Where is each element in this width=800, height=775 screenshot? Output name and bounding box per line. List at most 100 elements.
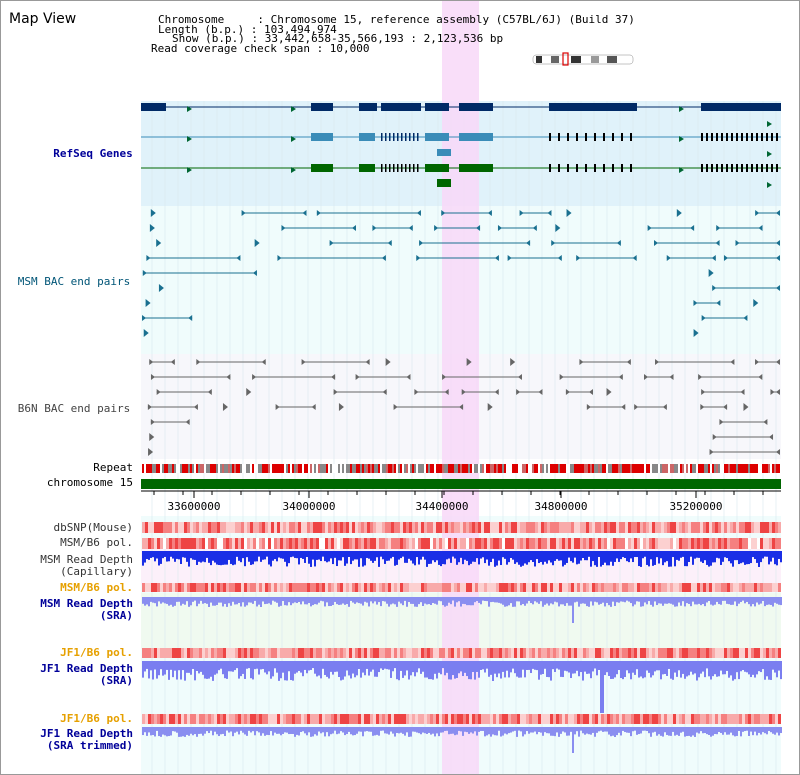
info-length: Length (b.p.) : 103,494,974	[158, 23, 337, 36]
read-depth-bar	[472, 727, 474, 734]
read-depth-bar	[566, 597, 568, 604]
polymorphism-cell	[712, 538, 715, 549]
read-depth-bar	[372, 551, 374, 563]
polymorphism-cell	[646, 648, 649, 658]
read-depth-bar	[404, 727, 406, 736]
read-depth-bar	[196, 661, 198, 671]
read-depth-bar	[270, 597, 272, 605]
read-depth-bar	[570, 551, 572, 562]
read-depth-bar	[376, 661, 378, 677]
read-depth-bar	[598, 661, 600, 671]
polymorphism-cell	[163, 538, 166, 549]
read-depth-bar	[536, 551, 538, 560]
repeat-element	[558, 464, 560, 473]
polymorphism-cell	[535, 648, 538, 658]
read-depth-bar	[226, 727, 228, 731]
read-depth-bar	[672, 727, 674, 732]
read-depth-bar	[444, 727, 446, 731]
chromosome-ideogram[interactable]	[532, 52, 634, 66]
polymorphism-cell	[580, 538, 583, 549]
repeat-element	[478, 464, 480, 473]
polymorphism-cell	[679, 648, 682, 658]
read-depth-bar	[690, 727, 692, 737]
track-label-refseq[interactable]: RefSeq Genes	[53, 147, 133, 160]
read-depth-bar	[328, 551, 330, 562]
polymorphism-cell	[655, 583, 658, 592]
polymorphism-cell	[268, 648, 271, 658]
polymorphism-cell	[163, 648, 166, 658]
polymorphism-cell	[589, 538, 592, 549]
read-depth-bar	[314, 727, 316, 735]
read-depth-bar	[476, 727, 478, 736]
read-depth-bar	[442, 597, 444, 606]
read-depth-bar	[498, 551, 500, 561]
polymorphism-cell	[568, 583, 571, 592]
read-depth-bar	[668, 551, 670, 567]
gene-exon	[594, 133, 596, 141]
polymorphism-cell	[598, 714, 601, 724]
polymorphism-cell	[589, 714, 592, 724]
read-depth-bar	[676, 551, 678, 560]
bac-end-marker	[316, 210, 321, 216]
polymorphism-cell	[376, 583, 379, 592]
read-depth-bar	[190, 597, 192, 606]
polymorphism-cell	[190, 522, 193, 533]
polymorphism-cell	[358, 583, 361, 592]
read-depth-bar	[198, 661, 200, 674]
read-depth-bar	[196, 727, 198, 737]
axis-tick-label: 34000000	[283, 500, 336, 513]
repeat-element	[214, 464, 216, 473]
repeat-element	[356, 464, 358, 473]
polymorphism-cell	[565, 648, 568, 658]
read-depth-bar	[760, 597, 762, 604]
polymorphism-cell	[706, 583, 709, 592]
read-depth-bar	[758, 551, 760, 567]
read-depth-bar	[234, 727, 236, 733]
polymorphism-cell	[658, 714, 661, 724]
read-depth-bar	[604, 597, 606, 607]
read-depth-bar	[354, 551, 356, 560]
polymorphism-cell	[355, 538, 358, 549]
read-depth-bar	[192, 661, 194, 669]
polymorphism-cell	[406, 583, 409, 592]
polymorphism-cell	[340, 648, 343, 658]
repeat-element	[520, 464, 522, 473]
bac-end-marker	[236, 255, 241, 261]
repeat-element	[688, 464, 690, 473]
repeat-element	[568, 464, 570, 473]
repeat-element	[748, 464, 750, 473]
track-label-msm-bac[interactable]: MSM BAC end pairs	[17, 275, 131, 288]
repeat-element	[246, 464, 248, 473]
bac-end-marker	[434, 225, 439, 231]
read-depth-bar	[772, 597, 774, 607]
polymorphism-cell	[442, 522, 445, 533]
read-depth-bar	[170, 727, 172, 736]
read-depth-bar	[422, 551, 424, 557]
read-depth-bar	[616, 661, 618, 675]
read-depth-bar	[312, 727, 314, 737]
read-depth-bar	[406, 661, 408, 671]
read-depth-bar	[368, 551, 370, 559]
bac-end-marker	[461, 389, 466, 395]
polymorphism-cell	[709, 522, 712, 533]
polymorphism-cell	[499, 714, 502, 724]
polymorphism-cell	[271, 714, 274, 724]
track-label-b6n-bac[interactable]: B6N BAC end pairs	[17, 402, 131, 415]
read-depth-bar	[606, 597, 608, 603]
read-depth-bar	[614, 727, 616, 737]
polymorphism-cell	[232, 714, 235, 724]
read-depth-bar	[636, 597, 638, 602]
polymorphism-cell	[253, 538, 256, 549]
bac-end-marker	[776, 210, 780, 216]
read-depth-bar	[736, 597, 738, 607]
read-depth-bar	[532, 727, 534, 733]
read-depth-bar	[242, 727, 244, 733]
bac-end-marker	[690, 225, 695, 231]
read-depth-bar	[402, 727, 404, 734]
read-depth-bar	[328, 727, 330, 737]
gene-exon	[746, 133, 748, 141]
read-depth-bar	[428, 661, 430, 680]
read-depth-bar	[692, 551, 694, 565]
read-depth-bar	[150, 661, 152, 671]
